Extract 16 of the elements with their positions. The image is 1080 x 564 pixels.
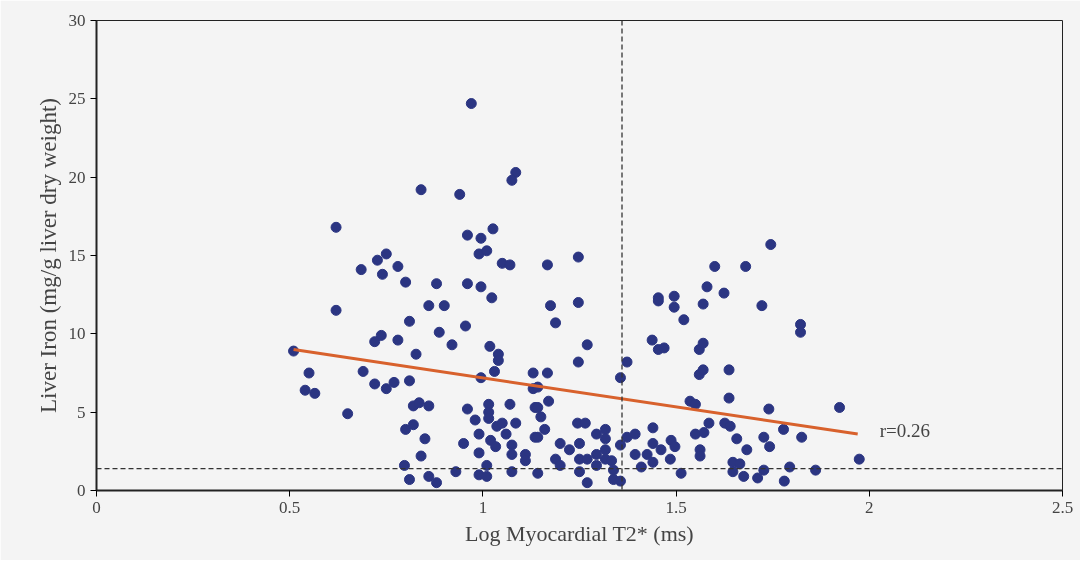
x-tick-label: 0 [92,497,101,517]
x-tick-label: 2 [865,497,874,517]
y-tick-label: 15 [68,246,86,265]
x-axis-title: Log Myocardial T2* (ms) [464,520,694,546]
x-tick-label: 0.5 [279,497,301,517]
x-tick-label: 2.5 [1051,497,1074,517]
y-tick-label: 30 [68,11,86,30]
y-tick-label: 5 [77,402,86,422]
y-tick-label: 20 [68,167,86,187]
x-tick-label: 1 [478,497,488,517]
annotation: r=0.26 [879,419,930,441]
y-tick-label: 10 [68,324,86,344]
y-tick-label: 0 [77,481,86,500]
x-tick-label: 1.5 [665,497,687,517]
y-tick-label: 25 [68,89,86,109]
y-axis-title: Liver Iron (mg/g liver dry weight) [35,98,61,413]
